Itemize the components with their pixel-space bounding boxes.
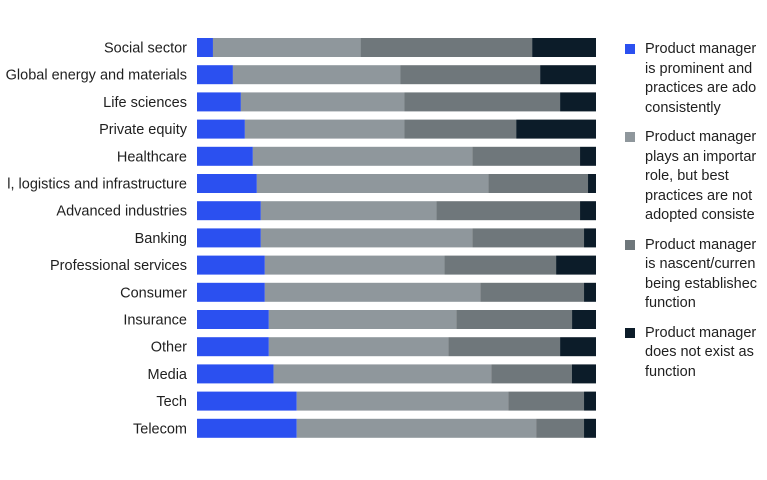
bar-segment xyxy=(212,38,361,57)
bar-segment xyxy=(572,310,596,329)
bar-segment xyxy=(584,418,596,438)
bar-segment xyxy=(584,391,596,411)
category-label: Advanced industries xyxy=(56,204,187,220)
legend-swatch-none xyxy=(625,327,635,338)
legend-label-prominent: Product manager is prominent and practic… xyxy=(645,41,757,116)
bar-segment xyxy=(532,38,596,57)
bar-segment xyxy=(444,255,557,275)
bar-segment xyxy=(472,146,581,166)
legend-item-prominent: Product manager is prominent and practic… xyxy=(625,40,767,118)
legend: Product manager is prominent and practic… xyxy=(625,40,767,392)
category-label: Insurance xyxy=(123,313,187,329)
bar-segment xyxy=(197,92,241,112)
category-label: Tech xyxy=(156,394,187,410)
bar-segment xyxy=(560,92,596,112)
category-label: Consumer xyxy=(120,285,187,301)
legend-swatch-nascent xyxy=(625,239,635,250)
bar-segment xyxy=(456,310,573,329)
bar-segment xyxy=(197,337,269,357)
legend-swatch-important xyxy=(625,132,635,142)
bar-segment xyxy=(264,255,445,275)
bar-segment xyxy=(480,282,585,302)
bar-segment xyxy=(584,228,596,248)
bar-segment xyxy=(540,65,596,85)
bar-segment xyxy=(252,146,473,166)
legend-item-nascent: Product manager is nascent/curren being … xyxy=(625,236,767,314)
category-label: Private equity xyxy=(99,122,188,138)
bar-segment xyxy=(197,228,261,248)
bar-segment xyxy=(296,391,509,411)
bar-segment xyxy=(491,364,572,384)
bar-segment xyxy=(571,364,596,384)
bar-segment xyxy=(580,146,596,166)
category-label: Other xyxy=(151,340,187,356)
bar-segment xyxy=(197,310,269,329)
legend-item-important: Product manager plays an importar role, … xyxy=(625,128,767,226)
bar-segment xyxy=(588,174,596,193)
category-label: Professional services xyxy=(50,258,187,274)
bar-segment xyxy=(197,391,297,411)
bar-segment xyxy=(197,255,265,275)
bar-segment xyxy=(197,201,261,221)
bar-segment xyxy=(404,119,517,139)
bar-segment xyxy=(488,174,589,193)
bar-segment xyxy=(273,364,492,384)
bar-segment xyxy=(197,146,253,166)
category-label: Healthcare xyxy=(117,149,187,165)
category-label: Life sciences xyxy=(103,95,187,111)
bar-segment xyxy=(197,282,265,302)
bar-segment xyxy=(404,92,561,112)
category-label: Social sector xyxy=(104,41,187,57)
bar-segment xyxy=(197,364,274,384)
bar-segment xyxy=(197,65,233,85)
bar-segment xyxy=(197,38,213,57)
category-label: Media xyxy=(148,367,188,383)
bar-segment xyxy=(268,310,457,329)
category-label: Telecom xyxy=(133,421,187,437)
stacked-bar-chart: Social sector Global energy and materials… xyxy=(6,38,596,438)
bar-segment xyxy=(400,65,541,85)
legend-label-important: Product manager plays an importar role, … xyxy=(645,129,757,223)
legend-swatch-prominent xyxy=(625,44,635,54)
category-label: l, logistics and infrastructure xyxy=(7,177,187,193)
bar-segment xyxy=(584,282,596,302)
bar-segment xyxy=(260,228,473,248)
bar-segment xyxy=(556,255,596,275)
bar-segment xyxy=(472,228,585,248)
bar-segment xyxy=(448,337,561,357)
legend-item-none: Product manager does not exist as functi… xyxy=(625,324,767,383)
category-label: Banking xyxy=(135,231,187,247)
bar-segment xyxy=(516,119,596,139)
category-label: Global energy and materials xyxy=(6,68,187,84)
bar-segment xyxy=(232,65,401,85)
legend-label-none: Product manager does not exist as functi… xyxy=(645,324,757,380)
bar-segment xyxy=(197,174,257,193)
bar-segment xyxy=(536,418,585,438)
bar-segment xyxy=(260,201,437,221)
bar-segment xyxy=(197,119,245,139)
bar-segment xyxy=(560,337,596,357)
bar-segment xyxy=(508,391,585,411)
bar-segment xyxy=(240,92,405,112)
bar-segment xyxy=(268,337,449,357)
bar-segment xyxy=(244,119,405,139)
bar-segment xyxy=(256,174,489,193)
bar-segment xyxy=(360,38,533,57)
legend-label-nascent: Product manager is nascent/curren being … xyxy=(645,236,758,312)
bar-segment xyxy=(197,418,297,438)
bar-segment xyxy=(580,201,596,221)
bar-segment xyxy=(264,282,481,302)
bar-segment xyxy=(296,418,537,438)
bar-segment xyxy=(436,201,581,221)
